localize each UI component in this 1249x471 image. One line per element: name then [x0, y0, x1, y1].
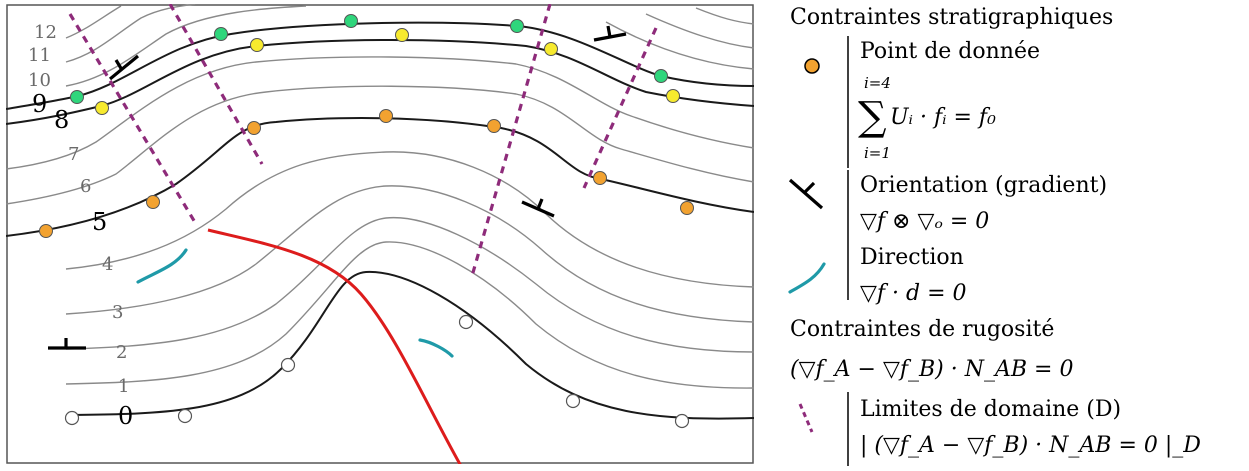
- data-point: [146, 195, 160, 209]
- domain-boundary-center-left: [168, 4, 264, 165]
- direction-icon: [788, 262, 826, 294]
- data-point: [458, 314, 474, 330]
- legend-domain-eq: | (▽f_A − ▽f_B) · N_AB = 0 |_D: [860, 433, 1201, 458]
- domain-boundary-icon: [798, 403, 814, 433]
- contour-label-8: 8: [54, 106, 69, 134]
- geological-map: 0 1 2 3 4 5 6 7 8 9 10 11 12: [6, 4, 754, 464]
- orientation-mark-topleft: [108, 54, 140, 81]
- contour-7: [6, 56, 754, 170]
- data-point: [593, 171, 607, 185]
- legend-sum-sign: ∑: [858, 94, 887, 140]
- orientation-mark-topright: [593, 25, 627, 42]
- fault-line: [207, 228, 462, 464]
- contour-2: [65, 216, 754, 353]
- contour-label-0: 0: [118, 402, 133, 430]
- data-point: [247, 121, 261, 135]
- data-point: [177, 408, 193, 424]
- legend-orientation-eq: ▽f ⊗ ▽ₒ = 0: [860, 209, 989, 234]
- data-point-icon: [804, 58, 820, 74]
- data-point: [214, 27, 228, 41]
- contour-11: [65, 4, 197, 63]
- contour-label-4: 4: [102, 254, 113, 275]
- contour-12: [65, 5, 122, 39]
- contour-11b: [645, 13, 754, 49]
- domain-boundary-center-right: [470, 4, 552, 277]
- contour-label-5: 5: [92, 208, 107, 236]
- data-points-0: [64, 314, 690, 429]
- domain-boundary-right: [582, 27, 658, 189]
- legend-direction-label: Direction: [860, 245, 964, 270]
- data-point: [487, 119, 501, 133]
- data-point: [70, 90, 84, 104]
- data-point: [666, 89, 680, 103]
- data-point: [544, 42, 558, 56]
- data-point: [510, 19, 524, 33]
- legend: Contraintes stratigraphiques Point de do…: [788, 5, 1201, 466]
- contour-label-6: 6: [80, 176, 91, 197]
- contour-3: [65, 185, 754, 323]
- contour-label-2: 2: [116, 342, 127, 363]
- contour-label-10: 10: [28, 70, 51, 91]
- contour-label-1: 1: [118, 376, 129, 397]
- data-points-5: [39, 109, 694, 238]
- orientation-icon: [788, 178, 824, 210]
- contour-12b: [695, 7, 754, 25]
- contour-10: [65, 5, 307, 87]
- contour-label-7: 7: [68, 144, 79, 165]
- legend-rough-eq: (▽f_A − ▽f_B) · N_AB = 0: [790, 357, 1073, 382]
- data-point: [654, 69, 668, 83]
- domain-boundary-left: [68, 13, 198, 225]
- contour-4: [65, 151, 754, 288]
- contour-label-11: 11: [28, 45, 51, 66]
- direction-mark-left: [136, 248, 188, 284]
- legend-strat-title: Contraintes stratigraphiques: [790, 5, 1113, 30]
- map-frame: [6, 4, 754, 464]
- data-point: [344, 14, 358, 28]
- data-point: [280, 357, 296, 373]
- contour-label-3: 3: [112, 302, 123, 323]
- data-points-8: [95, 28, 680, 115]
- data-point: [680, 201, 694, 215]
- contour-label-12: 12: [34, 22, 57, 43]
- legend-sum-lower: i=1: [864, 144, 891, 162]
- direction-mark-center: [418, 338, 454, 358]
- legend-sum-upper: i=4: [864, 74, 891, 92]
- legend-domain-label: Limites de domaine (D): [860, 397, 1121, 422]
- orientation-mark-right: [521, 198, 555, 218]
- data-point: [39, 224, 53, 238]
- data-point: [250, 38, 264, 52]
- contour-label-9: 9: [32, 90, 47, 118]
- data-point: [674, 413, 690, 429]
- contour-10b: [605, 21, 754, 70]
- data-point: [379, 109, 393, 123]
- data-point: [95, 101, 109, 115]
- data-point: [395, 28, 409, 42]
- legend-orientation-label: Orientation (gradient): [860, 173, 1107, 198]
- legend-sum-body: Uᵢ · fᵢ = f₀: [890, 105, 996, 130]
- orientation-mark-left: [48, 338, 86, 350]
- contour-0: [65, 270, 754, 420]
- contour-1: [65, 241, 754, 389]
- legend-direction-eq: ▽f · d = 0: [860, 281, 967, 306]
- legend-rough-title: Contraintes de rugosité: [790, 317, 1054, 342]
- legend-data-point-label: Point de donnée: [860, 39, 1040, 64]
- contour-6: [6, 85, 754, 205]
- data-point: [565, 393, 581, 409]
- data-points-9: [70, 14, 668, 104]
- data-point: [64, 410, 80, 426]
